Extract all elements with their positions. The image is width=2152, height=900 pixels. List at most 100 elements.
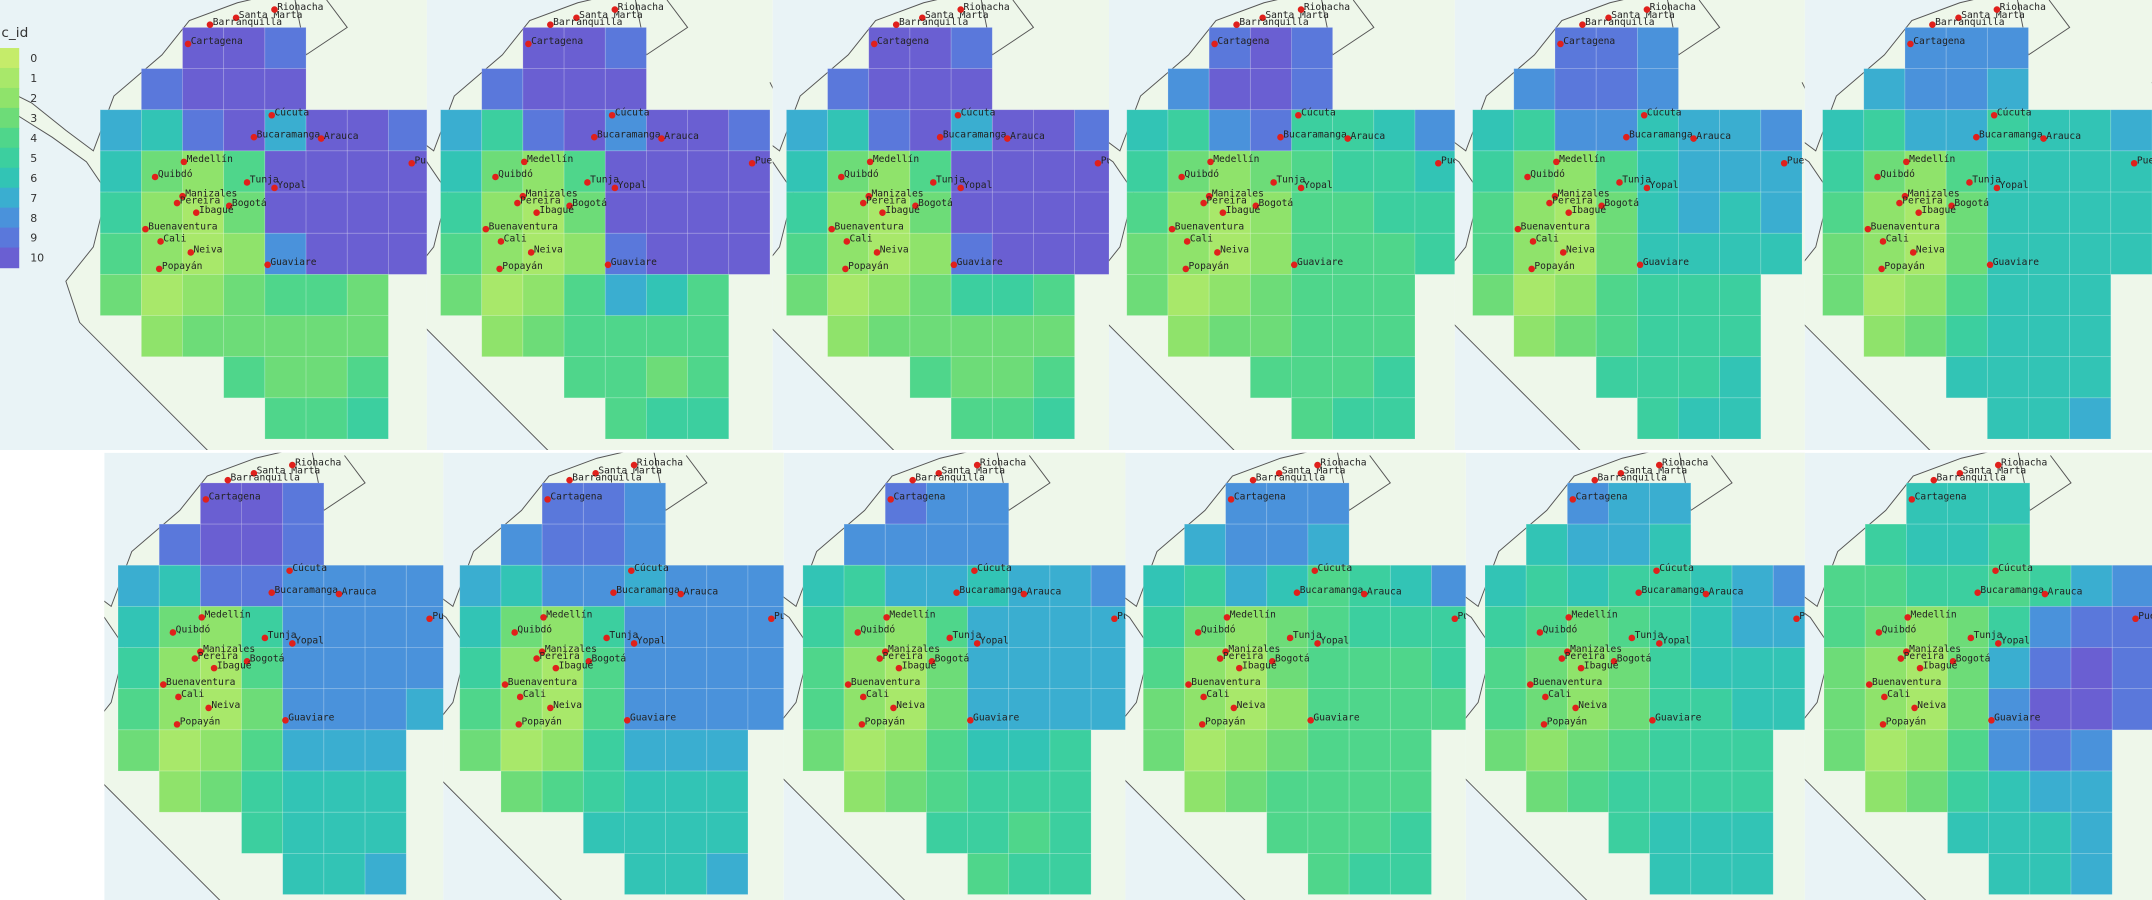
grid-cell <box>405 647 444 690</box>
city-marker <box>1874 173 1881 181</box>
grid-cell <box>200 523 242 566</box>
grid-cell <box>1986 68 2029 111</box>
grid-cell <box>282 688 325 731</box>
grid-cell <box>1389 647 1432 690</box>
city-label: Bucaramanga <box>257 129 321 140</box>
colorbar-segment <box>0 48 20 69</box>
city-marker <box>1949 657 1957 665</box>
city-label: Bogotá <box>1954 197 1989 209</box>
city-marker <box>608 111 616 119</box>
city-marker <box>1911 704 1918 712</box>
grid-cell <box>1266 482 1309 525</box>
grid-cell <box>117 647 160 690</box>
grid-cell <box>2070 606 2113 648</box>
city-marker <box>887 496 895 503</box>
city-marker <box>155 265 163 273</box>
grid-cell <box>541 523 584 566</box>
grid-cell <box>346 191 389 234</box>
city-label: Medellín <box>1213 153 1259 165</box>
grid-cell <box>1649 482 1692 525</box>
grid-cell <box>282 770 325 813</box>
grid-cell <box>141 191 183 234</box>
grid-cell <box>909 27 952 69</box>
grid-cell <box>182 68 225 111</box>
city-label: Puerto Carreño <box>432 611 513 622</box>
grid-cell <box>1554 274 1597 316</box>
city-label: Riohacha <box>1662 457 1708 468</box>
grid-cell <box>2110 109 2152 152</box>
grid-cell <box>1373 315 1416 358</box>
grid-cell <box>323 729 366 772</box>
city-label: Yopal <box>1320 636 1349 647</box>
grid-cell <box>282 523 325 566</box>
grid-cell <box>282 482 325 525</box>
city-marker <box>533 655 540 662</box>
grid-cell <box>522 191 565 234</box>
grid-cell <box>1033 150 1075 193</box>
city-label: Cartagena <box>1913 36 1965 47</box>
grid-cell <box>541 482 584 525</box>
city-label: Medellín <box>187 153 233 165</box>
city-label: Tunja <box>268 630 297 641</box>
grid-cell <box>1719 191 1762 234</box>
city-marker <box>205 704 212 712</box>
grid-cell <box>687 315 730 358</box>
city-marker <box>1559 249 1567 256</box>
grid-cell <box>541 770 584 813</box>
grid-cell <box>1945 191 1988 234</box>
city-label: Yopal <box>2000 180 2029 191</box>
city-marker <box>1955 14 1962 22</box>
city-marker <box>1236 664 1243 672</box>
grid-cell <box>950 356 993 399</box>
grid-cell <box>909 356 952 399</box>
city-label: Bucaramanga <box>274 585 338 596</box>
city-label: Santa Marta <box>1963 466 2027 477</box>
grid-cell <box>1822 109 1865 152</box>
city-label: Bogotá <box>918 197 953 209</box>
grid-cell <box>305 232 348 275</box>
grid-cell <box>1525 729 1568 772</box>
city-marker <box>973 640 981 647</box>
grid-cell <box>1307 647 1350 690</box>
grid-cell <box>99 191 142 234</box>
city-marker <box>1643 184 1651 192</box>
grid-cell <box>1074 232 1109 275</box>
grid-cell <box>1719 315 1762 358</box>
city-label: Popayán <box>1534 260 1574 272</box>
city-marker <box>1986 261 1994 269</box>
city-marker <box>1207 158 1214 166</box>
grid-cell <box>1373 232 1416 275</box>
city-label: Cartagena <box>1217 36 1269 47</box>
grid-cell <box>1373 109 1416 152</box>
city-marker <box>173 721 181 728</box>
grid-cell <box>500 606 543 648</box>
grid-cell <box>1863 191 1906 234</box>
grid-cell <box>1513 191 1556 234</box>
grid-cell <box>141 315 183 358</box>
city-marker <box>918 14 926 22</box>
grid-cell <box>2069 315 2112 358</box>
grid-cell <box>364 647 407 690</box>
grid-cell <box>1389 853 1432 895</box>
city-label: Yopal <box>1650 180 1679 191</box>
city-marker <box>828 225 835 233</box>
city-marker <box>335 590 343 598</box>
grid-cell <box>241 523 284 566</box>
city-label: Pereira <box>180 195 220 206</box>
grid-cell <box>1822 232 1865 275</box>
city-marker <box>187 249 195 256</box>
grid-cell <box>1988 811 2031 854</box>
grid-cell <box>624 729 666 772</box>
grid-cell <box>2028 315 2070 358</box>
city-label: Tunja <box>1293 630 1322 641</box>
city-marker <box>1297 6 1305 13</box>
grid-cell <box>223 150 266 193</box>
grid-cell <box>2069 397 2112 440</box>
grid-cell <box>582 482 625 525</box>
grid-cell <box>2070 729 2113 772</box>
grid-cell <box>786 232 828 275</box>
city-label: Guaviare <box>1655 713 1701 724</box>
city-label: Guaviare <box>270 257 316 268</box>
grid-cell <box>500 770 543 813</box>
